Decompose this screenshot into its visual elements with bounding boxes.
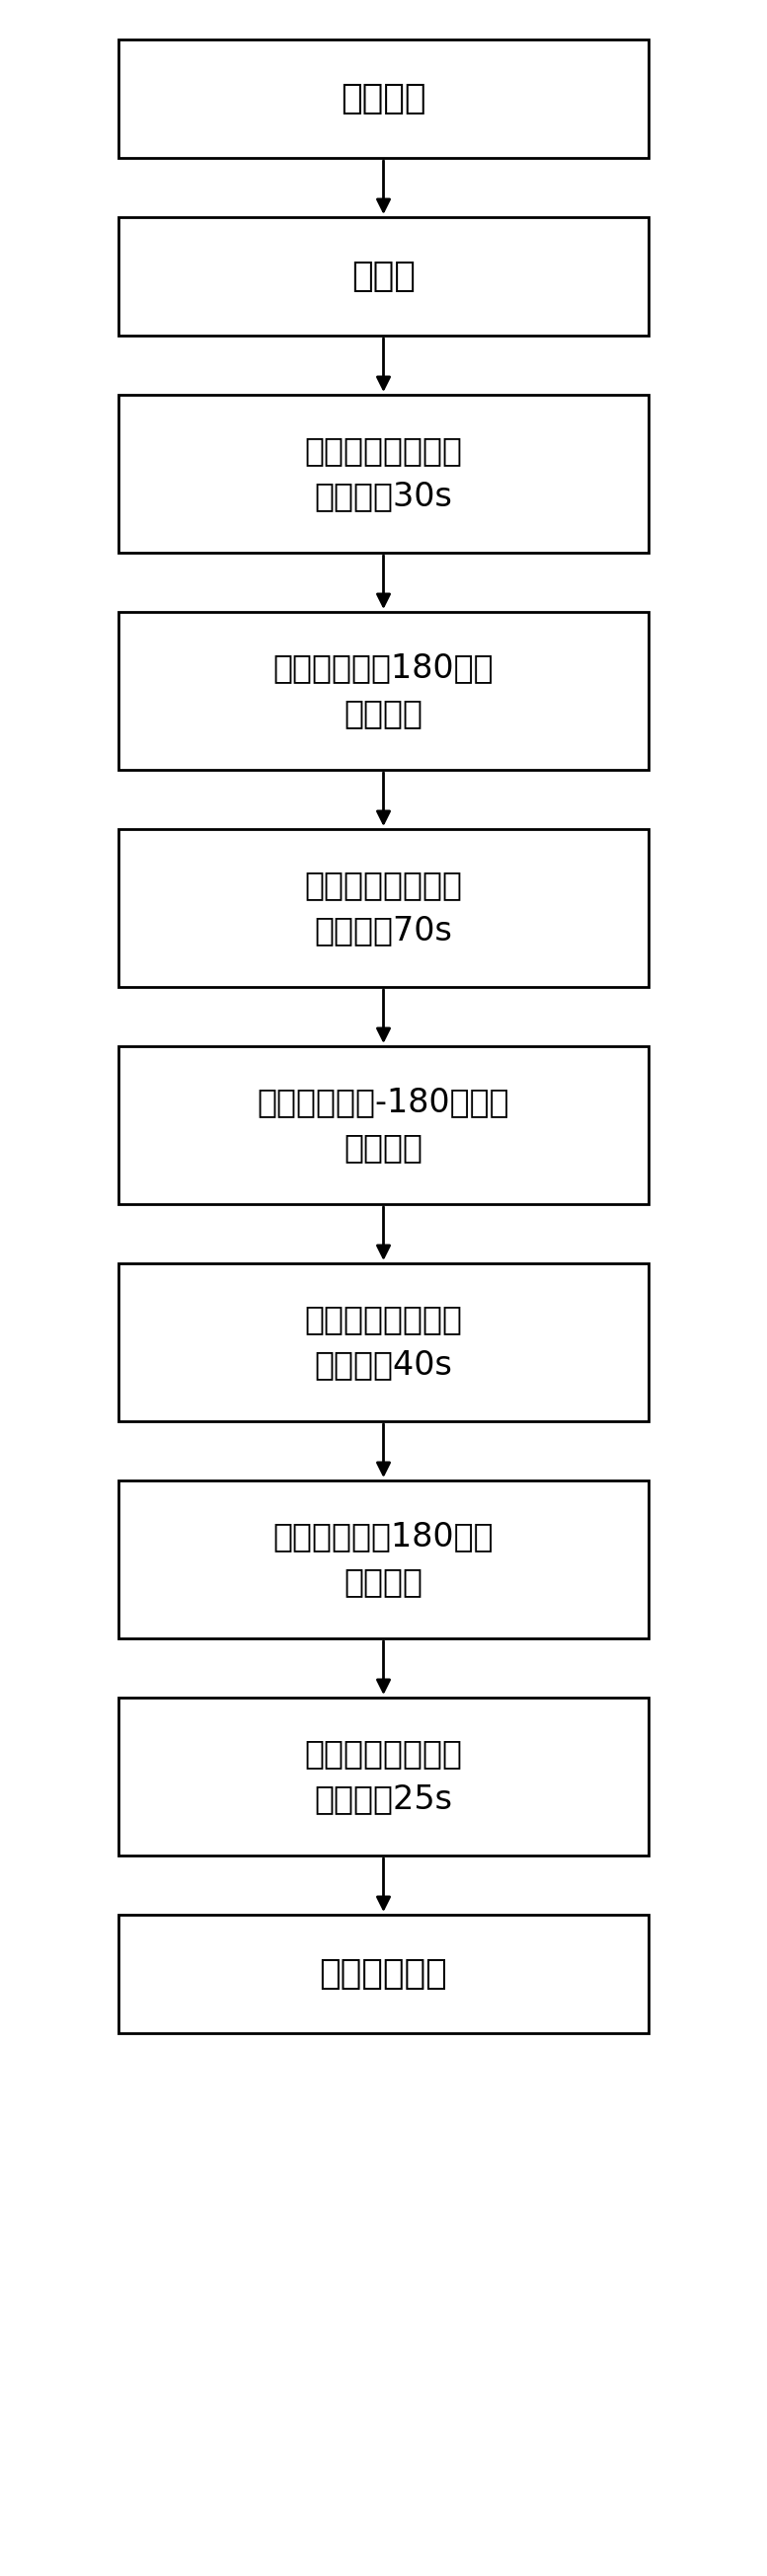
Bar xyxy=(118,613,649,770)
Text: 绕航向轴旋转180度至
第二位置: 绕航向轴旋转180度至 第二位置 xyxy=(273,652,494,729)
Text: 惯组完成寻北: 惯组完成寻北 xyxy=(320,1958,447,1991)
Bar xyxy=(118,1914,649,2032)
Bar xyxy=(118,1262,649,1422)
Text: 绕航向轴旋转-180度回至
第一位置: 绕航向轴旋转-180度回至 第一位置 xyxy=(258,1087,509,1164)
Bar xyxy=(118,1481,649,1638)
Bar xyxy=(118,216,649,335)
Text: 粗对准: 粗对准 xyxy=(351,260,416,294)
Bar xyxy=(118,829,649,987)
Text: 准备阶段: 准备阶段 xyxy=(341,82,426,116)
Text: 第二位置零速修正
惯组寻北70s: 第二位置零速修正 惯组寻北70s xyxy=(304,868,463,948)
Text: 第二位置零速修正
惯组寻北25s: 第二位置零速修正 惯组寻北25s xyxy=(304,1739,463,1816)
Text: 第一位置零速修正
惯组寻北30s: 第一位置零速修正 惯组寻北30s xyxy=(304,435,463,513)
Text: 第一位置零速修正
惯组寻北40s: 第一位置零速修正 惯组寻北40s xyxy=(304,1303,463,1381)
Text: 绕航向轴旋转180度至
第二位置: 绕航向轴旋转180度至 第二位置 xyxy=(273,1520,494,1597)
Bar xyxy=(118,394,649,554)
Bar xyxy=(118,1698,649,1855)
Bar xyxy=(118,1046,649,1203)
Bar xyxy=(118,39,649,157)
